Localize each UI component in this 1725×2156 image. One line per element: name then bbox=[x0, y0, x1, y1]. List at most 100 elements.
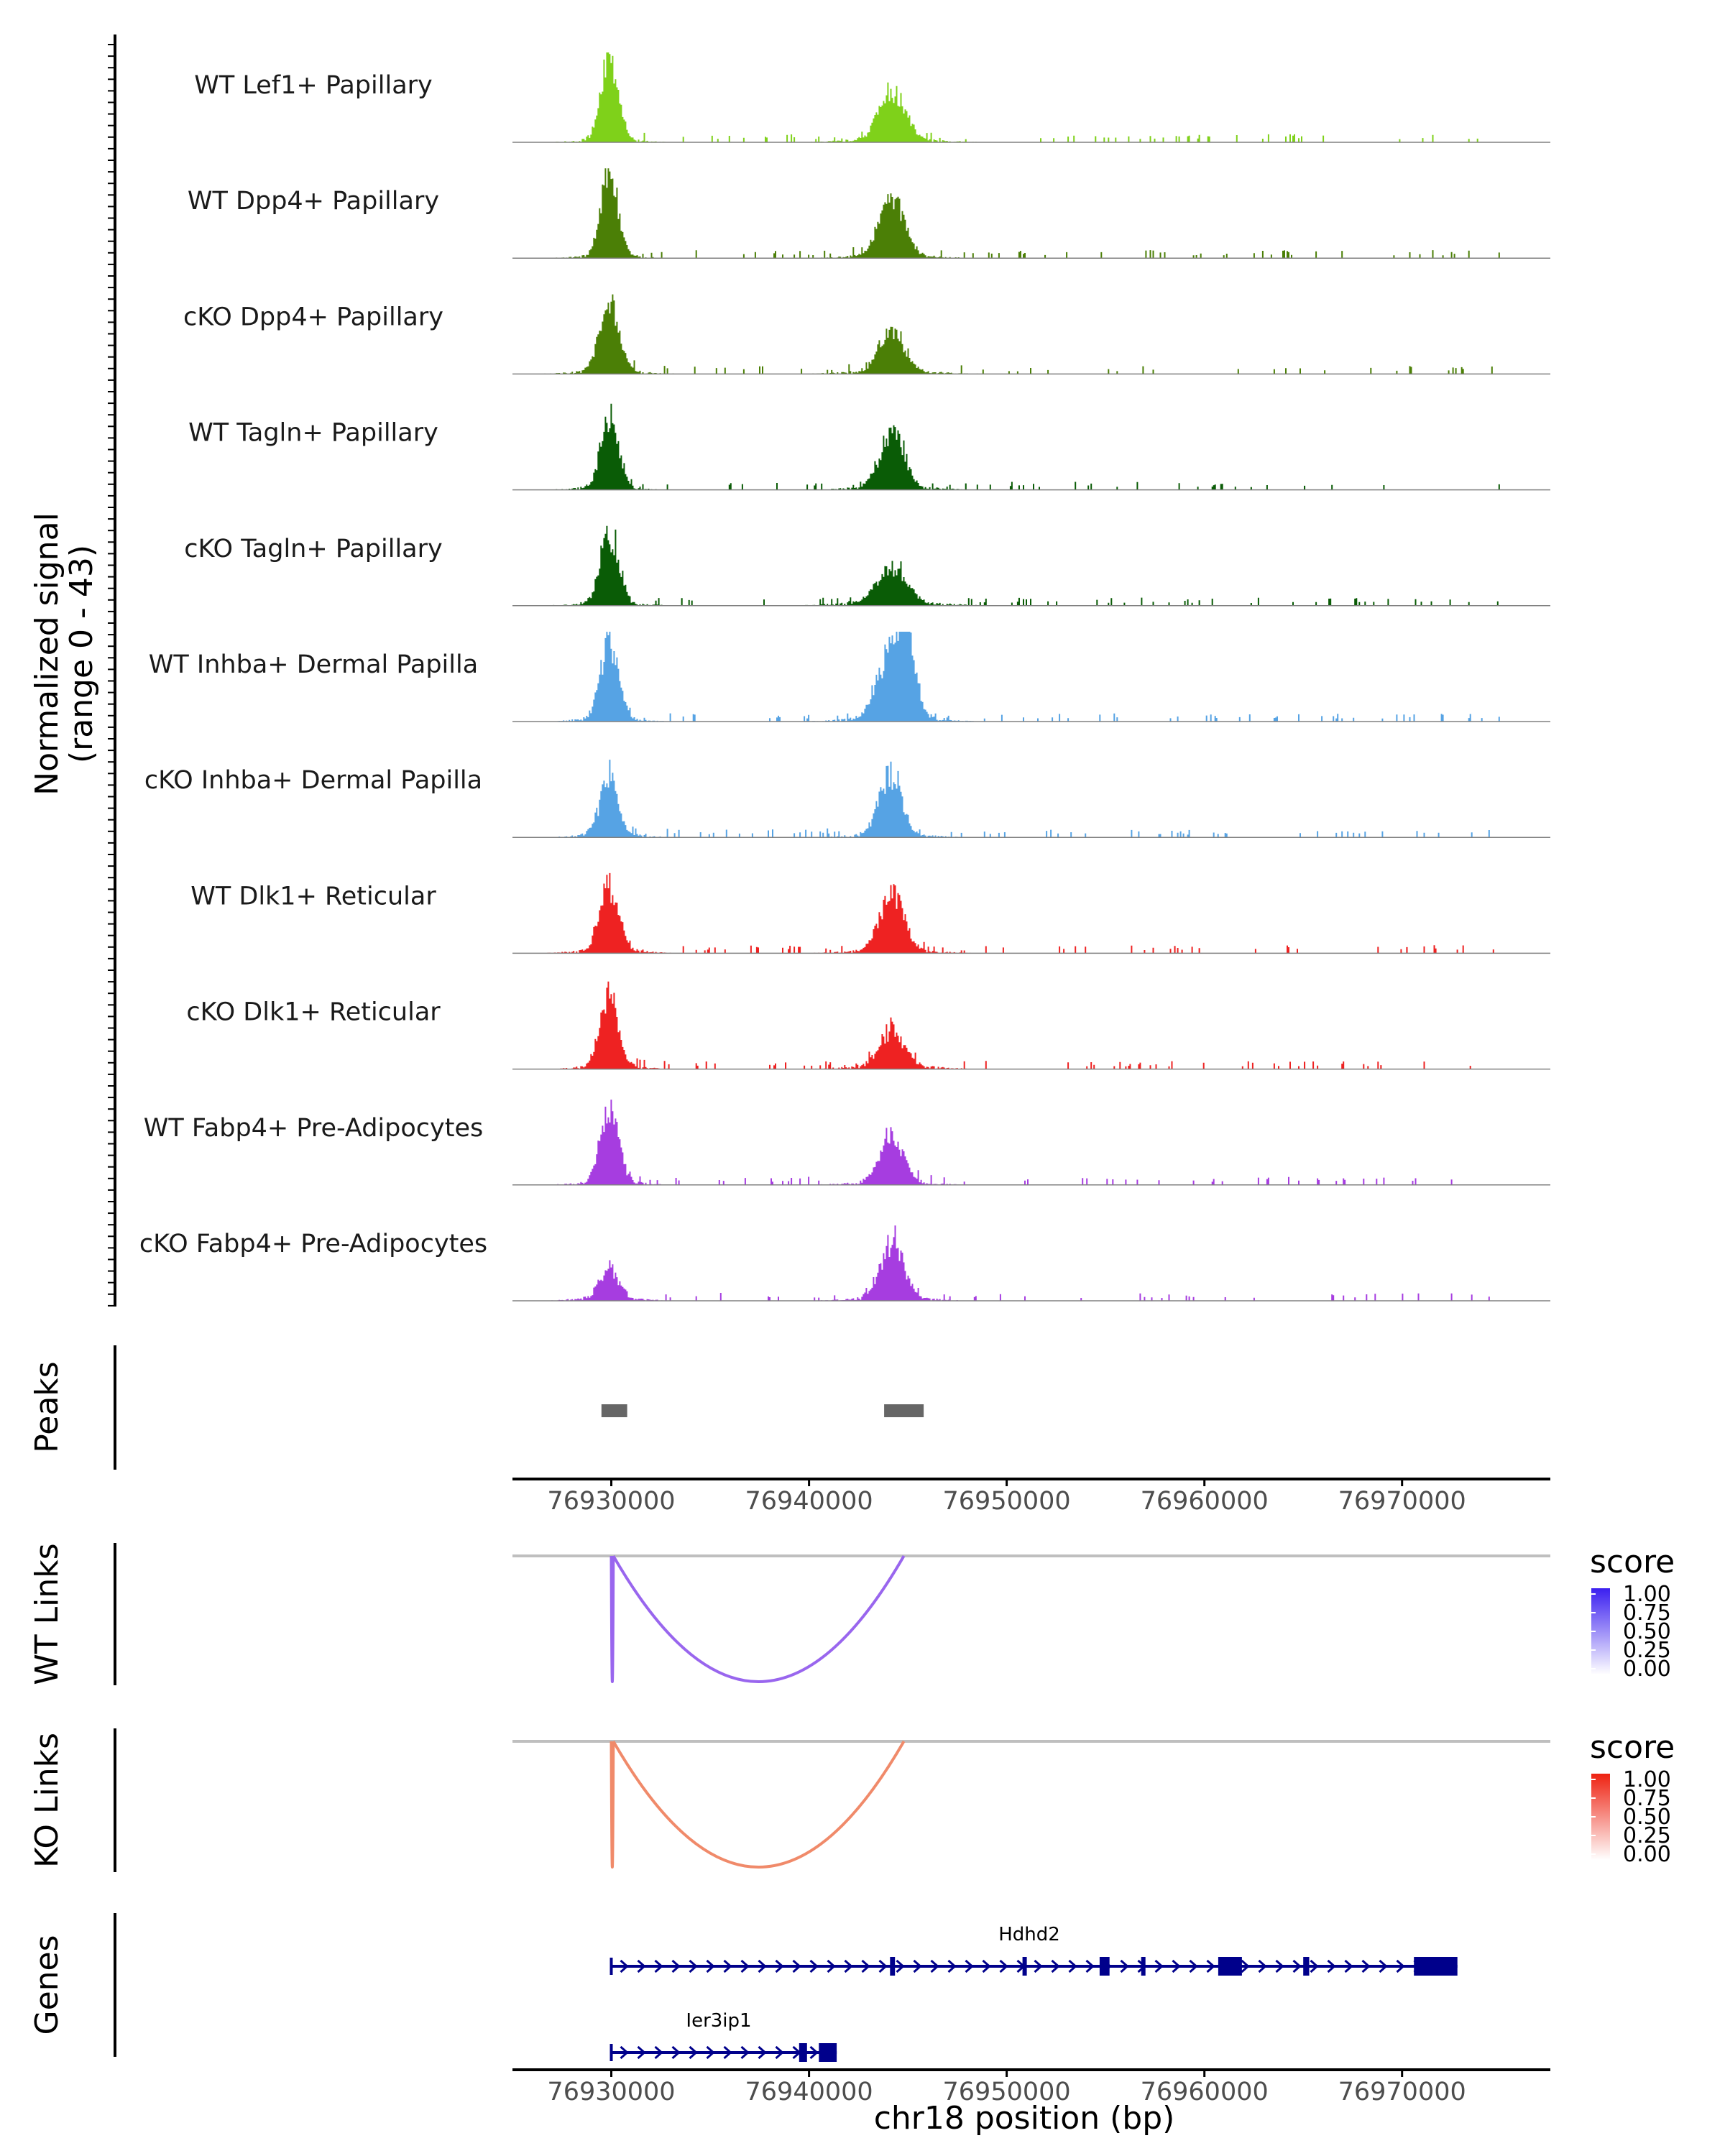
strand-arrow-icon bbox=[1344, 1959, 1353, 1973]
ko-links-track bbox=[512, 1740, 1550, 1869]
strand-arrow-icon bbox=[740, 1959, 750, 1973]
strand-arrow-icon bbox=[827, 1959, 836, 1973]
track-label: WT Tagln+ Papillary bbox=[188, 419, 438, 448]
peaks-track bbox=[601, 1404, 924, 1417]
strand-arrow-icon bbox=[1310, 1959, 1319, 1973]
gene-exon bbox=[1414, 1957, 1458, 1976]
strand-arrow-icon bbox=[671, 1959, 681, 1973]
strand-arrow-icon bbox=[723, 2045, 732, 2060]
coverage-area bbox=[512, 168, 1550, 259]
strand-arrow-icon bbox=[1327, 1959, 1336, 1973]
link-arc bbox=[610, 1741, 615, 1869]
track-label: cKO Dlk1+ Reticular bbox=[186, 998, 441, 1027]
legend-tick-label: 0.00 bbox=[1623, 1657, 1671, 1682]
strand-arrow-icon bbox=[620, 2045, 629, 2060]
strand-arrow-icon bbox=[982, 1959, 991, 1973]
ko-links-label: KO Links bbox=[29, 1733, 65, 1868]
gene-name-label: Hdhd2 bbox=[998, 1924, 1060, 1945]
link-arc bbox=[610, 1555, 615, 1683]
x-tick-label: 76950000 bbox=[943, 1487, 1071, 1516]
x-tick-label: 76960000 bbox=[1141, 1487, 1269, 1516]
coverage-y-range-label: (range 0 - 43) bbox=[63, 545, 100, 763]
strand-arrow-icon bbox=[844, 1959, 853, 1973]
legend-tick-label: 0.75 bbox=[1623, 1786, 1671, 1811]
strand-arrow-icon bbox=[861, 1959, 870, 1973]
strand-arrow-icon bbox=[878, 1959, 888, 1973]
track-label: WT Dpp4+ Papillary bbox=[188, 187, 439, 216]
gene-exon bbox=[1022, 1957, 1027, 1976]
strand-arrow-icon bbox=[1034, 1959, 1043, 1973]
gene-exon bbox=[1141, 1957, 1146, 1976]
strand-arrow-icon bbox=[999, 1959, 1008, 1973]
x-tick-label: 76930000 bbox=[547, 2078, 675, 2106]
link-arc bbox=[612, 1554, 906, 1683]
strand-arrow-icon bbox=[1206, 1959, 1215, 1973]
strand-arrow-icon bbox=[706, 2045, 715, 2060]
strand-arrow-icon bbox=[654, 2045, 663, 2060]
strand-arrow-icon bbox=[1292, 1959, 1302, 1973]
strand-arrow-icon bbox=[1189, 1959, 1198, 1973]
strand-arrow-icon bbox=[913, 1959, 922, 1973]
strand-arrow-icon bbox=[1275, 1959, 1284, 1973]
strand-arrow-icon bbox=[1396, 1959, 1405, 1973]
track-label: WT Dlk1+ Reticular bbox=[190, 882, 436, 911]
genes-track: Hdhd2 Ier3ip1 bbox=[610, 1924, 1458, 2062]
track-label: WT Fabp4+ Pre-Adipocytes bbox=[144, 1114, 483, 1143]
gene-exon bbox=[1099, 1957, 1110, 1976]
strand-arrow-icon bbox=[637, 1959, 646, 1973]
peak-interval bbox=[601, 1404, 627, 1417]
link-arc bbox=[612, 1740, 906, 1869]
track-label: cKO Fabp4+ Pre-Adipocytes bbox=[139, 1230, 487, 1258]
x-tick-label: 76960000 bbox=[1141, 2078, 1269, 2106]
track-label: cKO Inhba+ Dermal Papilla bbox=[144, 766, 482, 795]
strand-arrow-icon bbox=[1258, 1959, 1267, 1973]
gene-exon bbox=[890, 1957, 896, 1976]
coverage-y-axis bbox=[108, 34, 116, 1307]
track-label: WT Inhba+ Dermal Papilla bbox=[149, 650, 478, 679]
legend-tick-label: 0.50 bbox=[1623, 1619, 1671, 1644]
strand-arrow-icon bbox=[1085, 1959, 1095, 1973]
strand-arrow-icon bbox=[723, 1959, 732, 1973]
track-label: WT Lef1+ Papillary bbox=[194, 71, 433, 100]
strand-arrow-icon bbox=[758, 2045, 767, 2060]
strand-arrow-icon bbox=[775, 1959, 784, 1973]
gene-exon bbox=[799, 2043, 807, 2062]
x-axis-middle: 76930000 76940000 76950000 76960000 76970000 bbox=[512, 1478, 1550, 1516]
strand-arrow-icon bbox=[792, 1959, 801, 1973]
coverage-area bbox=[512, 760, 1550, 838]
genes-label: Genes bbox=[29, 1935, 65, 2035]
legend-tick-label: 0.75 bbox=[1623, 1600, 1671, 1626]
legend-title: score bbox=[1590, 1544, 1675, 1580]
strand-arrow-icon bbox=[671, 2045, 681, 2060]
strand-arrow-icon bbox=[1379, 1959, 1388, 1973]
strand-arrow-icon bbox=[758, 1959, 767, 1973]
coverage-area bbox=[512, 403, 1550, 490]
strand-arrow-icon bbox=[809, 2045, 819, 2060]
x-axis-bottom: 76930000 76940000 76950000 76960000 76970000 bbox=[512, 2068, 1550, 2106]
legend-tick-label: 1.00 bbox=[1623, 1767, 1671, 1792]
legend-tick-label: 0.00 bbox=[1623, 1842, 1671, 1867]
legend-title: score bbox=[1590, 1729, 1675, 1766]
coverage-tracks: WT Lef1+ Papillary WT Dpp4+ Papillary cKO … bbox=[139, 52, 1550, 1302]
strand-arrow-icon bbox=[689, 2045, 698, 2060]
coverage-area bbox=[512, 981, 1550, 1069]
x-tick-label: 76970000 bbox=[1338, 2078, 1466, 2106]
strand-arrow-icon bbox=[1154, 1959, 1164, 1973]
strand-arrow-icon bbox=[896, 1959, 905, 1973]
strand-arrow-icon bbox=[1051, 1959, 1060, 1973]
strand-arrow-icon bbox=[654, 1959, 663, 1973]
x-tick-label: 76950000 bbox=[943, 2078, 1071, 2106]
strand-arrow-icon bbox=[706, 1959, 715, 1973]
x-tick-label: 76970000 bbox=[1338, 1487, 1466, 1516]
strand-arrow-icon bbox=[965, 1959, 974, 1973]
x-tick-label: 76930000 bbox=[547, 1487, 675, 1516]
coverage-y-label: Normalized signal bbox=[29, 512, 65, 796]
legend-tick-label: 0.50 bbox=[1623, 1805, 1671, 1830]
gene-exon bbox=[819, 2043, 837, 2062]
wt-links-label: WT Links bbox=[29, 1543, 65, 1685]
strand-arrow-icon bbox=[689, 1959, 698, 1973]
gene-exon bbox=[1303, 1957, 1310, 1976]
